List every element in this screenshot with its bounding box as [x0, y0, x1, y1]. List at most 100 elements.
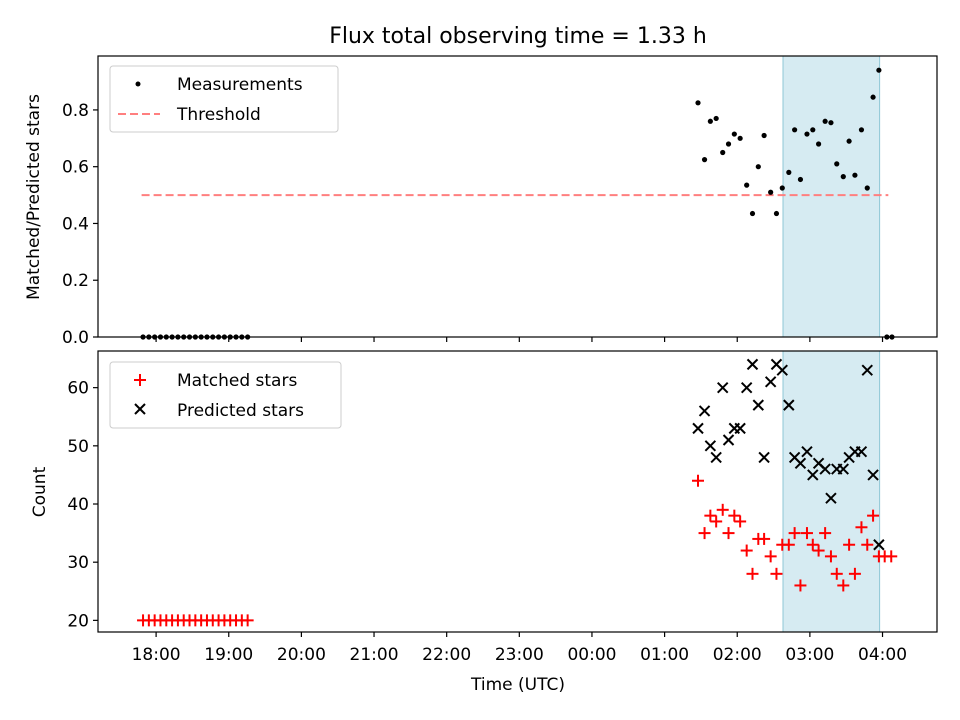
- bottom-x-ticks: 18:00 19:00 20:00 21:00 22:00 23:00 00:00 01:00…: [132, 632, 907, 665]
- x-tick-label: 02:00: [713, 645, 762, 665]
- bottom-y-ticks: 20 30 40 50 60: [67, 379, 98, 631]
- matched-star-point: [824, 550, 837, 563]
- legend-measurements-label: Measurements: [177, 75, 303, 95]
- predicted-star-point: [807, 469, 819, 481]
- predicted-star-point: [734, 422, 746, 435]
- y-tick-label: 0.4: [62, 214, 89, 234]
- y-tick-label: 20: [67, 611, 89, 631]
- predicted-star-point: [825, 492, 837, 504]
- x-tick-label: 04:00: [858, 645, 907, 665]
- legend-predicted-label: Predicted stars: [177, 401, 304, 421]
- measurement-point: [720, 149, 726, 156]
- matched-star-point: [704, 509, 717, 522]
- bottom-y-axis-label: Count: [30, 466, 50, 517]
- x-tick-label: 01:00: [640, 645, 689, 665]
- measurement-point: [786, 169, 792, 175]
- measurement-point: [822, 118, 828, 124]
- measurement-point: [744, 182, 750, 188]
- x-tick-label: 22:00: [422, 645, 471, 665]
- matched-star-point: [855, 521, 868, 534]
- predicted-star-point: [819, 463, 831, 475]
- matched-star-point: [830, 567, 843, 580]
- measurement-point: [792, 127, 798, 133]
- matched-star-point: [734, 515, 747, 528]
- legend-measurements-marker: [135, 81, 141, 87]
- measurement-point: [755, 164, 761, 170]
- measurement-point: [725, 141, 732, 147]
- measurement-point: [804, 131, 810, 137]
- measurement-point: [840, 174, 846, 180]
- matched-star-point: [770, 567, 783, 580]
- matched-star-point: [794, 579, 807, 592]
- predicted-star-point: [758, 451, 770, 464]
- predicted-star-point: [867, 469, 879, 481]
- bottom-observing-window: [782, 350, 881, 633]
- predicted-star-point: [698, 405, 711, 417]
- x-tick-label: 23:00: [495, 645, 544, 665]
- matched-star-point: [837, 579, 850, 592]
- bottom-plot-frame: [97, 350, 938, 633]
- predicted-star-point: [722, 434, 735, 446]
- bottom-panel: 18:00 19:00 20:00 21:00 22:00 23:00 00:00 01:00…: [30, 350, 938, 665]
- measurement-point: [768, 189, 774, 195]
- matched-star-point: [806, 538, 819, 551]
- matched-star-point: [885, 550, 898, 563]
- y-tick-label: 60: [67, 379, 89, 399]
- y-tick-label: 0.0: [62, 328, 89, 348]
- legend-predicted-marker: [134, 403, 146, 415]
- matched-star-point: [867, 509, 880, 522]
- matched-star-point: [788, 527, 801, 540]
- measurement-point: [695, 100, 701, 106]
- chart-title: Flux total observing time = 1.33 h: [329, 24, 707, 49]
- top-x-ticks: [155, 337, 884, 342]
- x-tick-label: 18:00: [132, 645, 181, 665]
- measurement-point: [870, 94, 876, 100]
- measurement-point: [737, 135, 743, 141]
- top-y-ticks: 0.0 0.2 0.4 0.6 0.8: [62, 101, 98, 348]
- matched-star-point: [848, 567, 861, 580]
- x-tick-label: 19:00: [204, 645, 253, 665]
- x-axis-label: Time (UTC): [470, 675, 565, 695]
- observing-window-band: [782, 350, 881, 633]
- legend-matched-label: Matched stars: [177, 371, 297, 391]
- x-tick-label: 21:00: [350, 645, 399, 665]
- matched-star-point: [728, 509, 741, 522]
- predicted-star-point: [710, 451, 722, 464]
- matched-star-point: [764, 550, 777, 563]
- predicted-star-point: [837, 463, 850, 475]
- measurement-point: [858, 127, 865, 133]
- predicted-star-point: [855, 445, 868, 458]
- matched-star-point: [710, 515, 723, 528]
- predicted-star-point: [801, 445, 813, 458]
- top-legend: Measurements Threshold: [109, 65, 339, 133]
- measurement-point: [864, 185, 870, 191]
- measurement-point: [828, 120, 834, 126]
- top-y-axis-label: Matched/Predicted stars: [24, 94, 44, 300]
- measurement-point: [852, 172, 858, 178]
- y-tick-label: 0.2: [62, 271, 89, 291]
- predicted-star-point: [717, 381, 729, 394]
- predicted-star-point: [764, 376, 777, 388]
- matched-star-point: [241, 614, 254, 627]
- y-tick-label: 40: [67, 495, 89, 515]
- measurement-point: [846, 138, 852, 144]
- measurement-point: [797, 176, 804, 183]
- measurement-point: [761, 132, 767, 139]
- matched-star-point: [812, 544, 825, 557]
- measurement-point: [749, 210, 756, 217]
- measurement-point: [773, 210, 780, 217]
- predicted-star-point: [692, 422, 704, 435]
- y-tick-label: 30: [67, 553, 89, 573]
- predicted-star-point: [746, 358, 759, 371]
- predicted-star-point: [752, 399, 765, 411]
- matched-star-point: [819, 527, 832, 540]
- measurement-point: [707, 118, 713, 124]
- measurement-point: [876, 67, 882, 73]
- top-panel: 0.00.20.40.60.8 Matched/Predicted stars …: [24, 55, 938, 348]
- y-tick-label: 50: [67, 437, 89, 457]
- measurement-point: [731, 131, 737, 137]
- matched-star-point: [758, 532, 771, 545]
- matched-star-point: [716, 503, 729, 516]
- predicted-star-point: [783, 399, 795, 411]
